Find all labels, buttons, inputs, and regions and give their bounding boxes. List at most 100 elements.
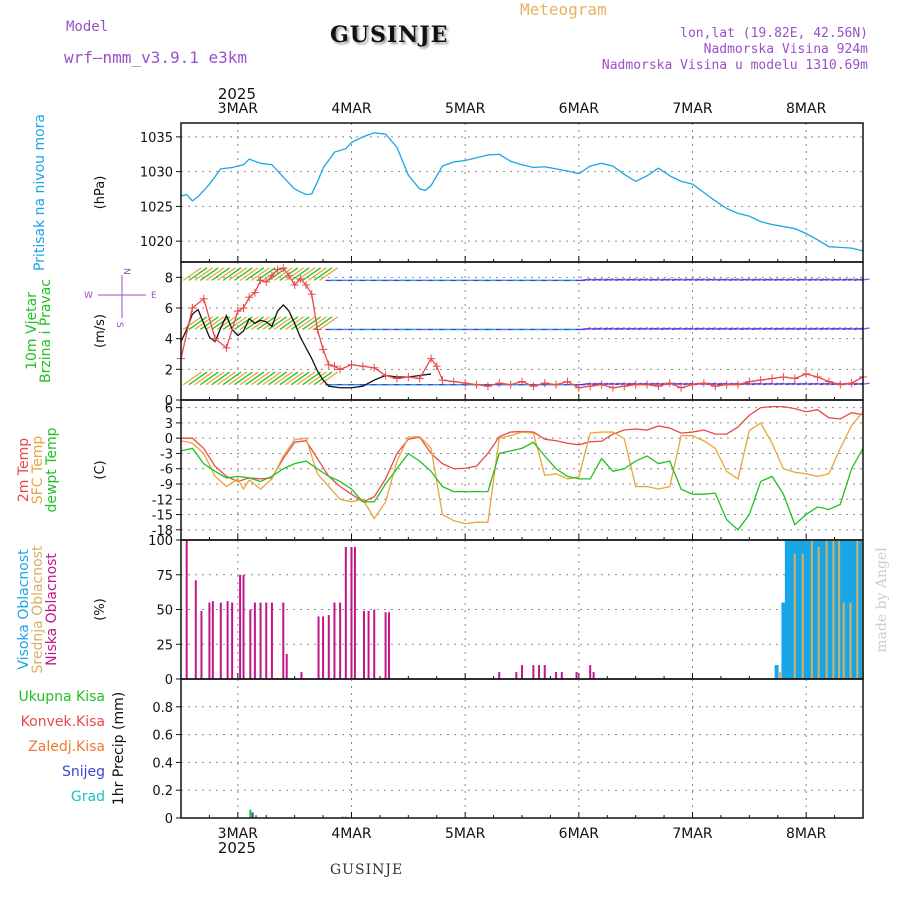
compass-n: N bbox=[121, 268, 131, 275]
bar-niska-oblacnost bbox=[322, 616, 325, 679]
wind-barb bbox=[728, 278, 739, 282]
wind-barb bbox=[251, 267, 270, 281]
gust-point bbox=[586, 382, 595, 391]
wind-barb bbox=[615, 278, 626, 282]
panel-title: Visoka Oblacnost bbox=[16, 549, 32, 670]
gust-point bbox=[597, 380, 606, 389]
bar-srednja-oblacnost bbox=[801, 553, 804, 679]
wind-barb bbox=[268, 316, 287, 330]
wind-barb bbox=[711, 278, 722, 282]
wind-barb bbox=[234, 267, 253, 281]
wind-barb bbox=[581, 278, 592, 282]
gust-point bbox=[836, 380, 845, 389]
wind-barb bbox=[649, 327, 660, 331]
gust-point bbox=[495, 379, 504, 388]
gust-point bbox=[319, 345, 328, 354]
wind-barb bbox=[262, 371, 282, 386]
wind-barb bbox=[671, 327, 683, 331]
panel-title: 10m Vjetar bbox=[24, 292, 40, 370]
y-tick-label: 1030 bbox=[140, 166, 173, 181]
gust-point bbox=[347, 360, 356, 369]
gust-point bbox=[188, 304, 197, 312]
wind-barb bbox=[666, 327, 677, 331]
panel-title: SFC Temp bbox=[30, 436, 46, 505]
top-date-label: 6MAR bbox=[559, 101, 600, 117]
bar-niska-oblacnost bbox=[560, 672, 563, 679]
wind-barb bbox=[222, 316, 242, 330]
wind-barb bbox=[273, 371, 293, 386]
wind-barb bbox=[188, 316, 208, 330]
gust-point bbox=[404, 373, 413, 381]
bar-visoka-oblacnost bbox=[859, 540, 864, 679]
wind-barb bbox=[694, 278, 705, 282]
wind-barb bbox=[199, 371, 219, 386]
panel-title: dewpt Temp bbox=[44, 427, 60, 512]
gust-point bbox=[790, 374, 799, 383]
wind-barb bbox=[592, 278, 603, 282]
bar-niska-oblacnost bbox=[515, 672, 518, 679]
wind-barb bbox=[603, 278, 614, 282]
model-label: Model bbox=[66, 19, 109, 35]
gust-point bbox=[529, 382, 538, 391]
y-tick-label: 25 bbox=[156, 638, 173, 653]
bar-visoka-oblacnost bbox=[791, 540, 796, 679]
wind-barb bbox=[723, 327, 734, 331]
wind-barb bbox=[313, 267, 333, 281]
bar-visoka-oblacnost bbox=[856, 540, 861, 679]
model-altitude-label: Nadmorska Visina u modelu 1310.69m bbox=[601, 58, 868, 73]
wind-barb bbox=[290, 316, 310, 330]
wind-barb bbox=[825, 327, 836, 331]
bar-niska-oblacnost bbox=[344, 546, 347, 679]
unit-label: (C) bbox=[93, 460, 108, 479]
wind-barb bbox=[222, 371, 242, 386]
wind-barb bbox=[848, 382, 859, 386]
gust-point bbox=[432, 362, 441, 371]
series-line-2m-temp bbox=[181, 405, 864, 503]
wind-barb bbox=[706, 327, 717, 331]
y-tick-label: 50 bbox=[156, 604, 173, 619]
wind-barb bbox=[779, 327, 791, 331]
wind-barb bbox=[853, 327, 864, 331]
wind-barb bbox=[632, 278, 643, 282]
wind-barb bbox=[626, 327, 637, 331]
gust-point bbox=[302, 281, 311, 289]
y-tick-label: 8 bbox=[165, 271, 173, 286]
bar-visoka-oblacnost bbox=[808, 540, 813, 679]
wind-barb bbox=[779, 382, 791, 386]
wind-barb bbox=[245, 267, 265, 281]
gust-point bbox=[222, 343, 231, 352]
wind-barb bbox=[268, 371, 287, 386]
gust-point bbox=[449, 377, 458, 386]
wind-barb bbox=[632, 327, 643, 331]
wind-barb bbox=[319, 371, 339, 386]
gust-point bbox=[392, 374, 401, 383]
wind-barb bbox=[188, 267, 208, 281]
bar-visoka-oblacnost bbox=[798, 540, 803, 679]
wind-barb bbox=[671, 278, 683, 282]
wind-barb bbox=[734, 327, 745, 331]
wind-barb bbox=[626, 278, 637, 282]
wind-barb bbox=[683, 327, 694, 331]
bar-niska-oblacnost bbox=[300, 672, 303, 679]
wind-barb bbox=[660, 278, 671, 282]
bar-srednja-oblacnost bbox=[779, 672, 782, 679]
wind-barb bbox=[734, 278, 745, 282]
y-tick-label: 1020 bbox=[140, 235, 173, 250]
wind-barb bbox=[603, 327, 614, 331]
bar-visoka-oblacnost bbox=[801, 540, 806, 679]
wind-barb bbox=[848, 278, 859, 282]
gust-point bbox=[483, 382, 492, 391]
wind-barb bbox=[831, 327, 842, 331]
wind-barb bbox=[609, 278, 620, 282]
gust-point bbox=[768, 374, 777, 383]
wind-barb bbox=[279, 316, 299, 330]
gust-point bbox=[239, 304, 248, 312]
gust-point bbox=[574, 383, 583, 392]
wind-barb bbox=[256, 316, 276, 330]
bar-niska-oblacnost bbox=[350, 546, 353, 679]
wind-barb bbox=[296, 316, 316, 330]
gust-point bbox=[506, 380, 515, 389]
wind-barb bbox=[819, 327, 830, 331]
model-name: wrf—nmm_v3.9.1 e3km bbox=[64, 48, 248, 67]
